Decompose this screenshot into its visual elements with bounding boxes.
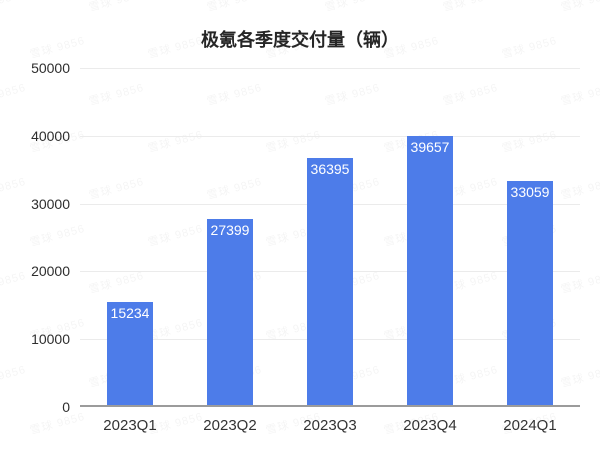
watermark-text: 雪球 9856 [0, 79, 28, 109]
watermark-text: 雪球 9856 [0, 0, 28, 15]
watermark-text: 雪球 9856 [28, 220, 87, 250]
y-axis-tick-label: 50000 [31, 60, 70, 76]
chart-title: 极氪各季度交付量（辆） [201, 30, 399, 50]
y-axis-tick-label: 10000 [31, 331, 70, 348]
y-axis-tick-label: 40000 [31, 127, 70, 144]
bar-2023Q2: 27399 [207, 219, 253, 405]
plot-area: 15234 27399 36395 39657 33059 [80, 68, 580, 407]
y-axis-tick-label: 20000 [31, 263, 70, 280]
watermark-text: 雪球 9856 [323, 0, 382, 15]
watermark-text: 雪球 9856 [441, 455, 500, 460]
bar-value-label-2023Q2: 27399 [210, 222, 250, 239]
y-axis-tick-label: 0 [62, 399, 70, 415]
bar-value-label-2024Q1: 33059 [510, 183, 550, 200]
watermark-text: 雪球 9856 [441, 0, 500, 15]
watermark-text: 雪球 9856 [0, 455, 28, 460]
bar-value-label-2023Q1: 15234 [110, 304, 150, 321]
bar-2023Q1: 15234 [107, 301, 153, 405]
bar-value-label-2023Q4: 39657 [410, 139, 450, 156]
watermark-text: 雪球 9856 [205, 0, 264, 15]
x-axis-tick-label-2023Q1: 2023Q1 [103, 417, 157, 434]
x-axis-tick-label-2024Q1: 2024Q1 [503, 417, 557, 434]
gridline-y-40000 [80, 135, 580, 137]
watermark-text: 雪球 9856 [559, 455, 600, 460]
x-axis-tick-label-2023Q3: 2023Q3 [303, 417, 357, 434]
x-axis-tick-label-2023Q4: 2023Q4 [403, 417, 457, 434]
bar-2023Q3: 36395 [307, 158, 353, 405]
gridline-y-50000 [80, 68, 580, 69]
bar-2023Q4: 39657 [407, 136, 453, 405]
watermark-text: 雪球 9856 [87, 0, 146, 15]
y-axis-tick-label: 30000 [31, 195, 70, 212]
watermark-text: 雪球 9856 [559, 0, 600, 15]
bar-value-label-2023Q3: 36395 [310, 161, 350, 178]
watermark-text: 雪球 9856 [87, 455, 146, 460]
watermark-text: 雪球 9856 [323, 455, 382, 460]
x-axis-tick-label-2023Q2: 2023Q2 [203, 417, 257, 434]
bar-2024Q1: 33059 [507, 180, 553, 405]
watermark-text: 雪球 9856 [0, 361, 28, 391]
watermark-text: 雪球 9856 [205, 455, 264, 460]
